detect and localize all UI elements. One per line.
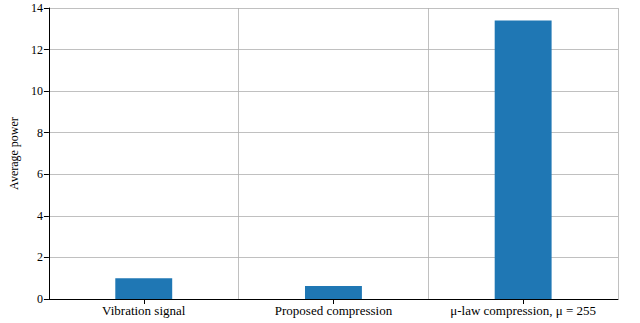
- svg-text:Proposed compression: Proposed compression: [275, 303, 393, 318]
- svg-text:0: 0: [37, 292, 43, 306]
- svg-text:2: 2: [37, 250, 43, 264]
- svg-text:14: 14: [31, 1, 43, 15]
- svg-text:10: 10: [31, 84, 43, 98]
- svg-text:8: 8: [37, 126, 43, 140]
- svg-text:μ-law compression, μ = 255: μ-law compression, μ = 255: [450, 303, 596, 318]
- svg-text:12: 12: [31, 43, 43, 57]
- svg-text:6: 6: [37, 167, 43, 181]
- svg-text:Average power: Average power: [7, 117, 21, 190]
- svg-text:Vibration signal: Vibration signal: [102, 303, 186, 318]
- svg-text:4: 4: [37, 209, 43, 223]
